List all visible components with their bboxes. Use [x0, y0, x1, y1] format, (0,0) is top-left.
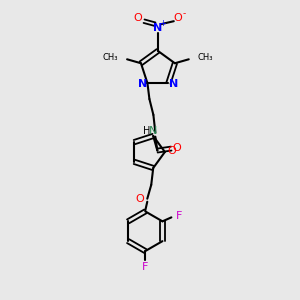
Text: O: O [173, 142, 182, 153]
Text: -: - [183, 9, 186, 18]
Text: CH₃: CH₃ [198, 53, 213, 62]
Text: N: N [149, 126, 158, 136]
Text: +: + [159, 19, 166, 28]
Text: O: O [173, 13, 182, 23]
Text: F: F [176, 212, 182, 221]
Text: N: N [153, 23, 163, 33]
Text: O: O [135, 194, 144, 204]
Text: O: O [134, 13, 142, 23]
Text: CH₃: CH₃ [103, 53, 118, 62]
Text: F: F [142, 262, 148, 272]
Text: N: N [138, 79, 147, 89]
Text: N: N [169, 79, 178, 89]
Text: H: H [143, 126, 150, 136]
Text: O: O [167, 146, 176, 156]
